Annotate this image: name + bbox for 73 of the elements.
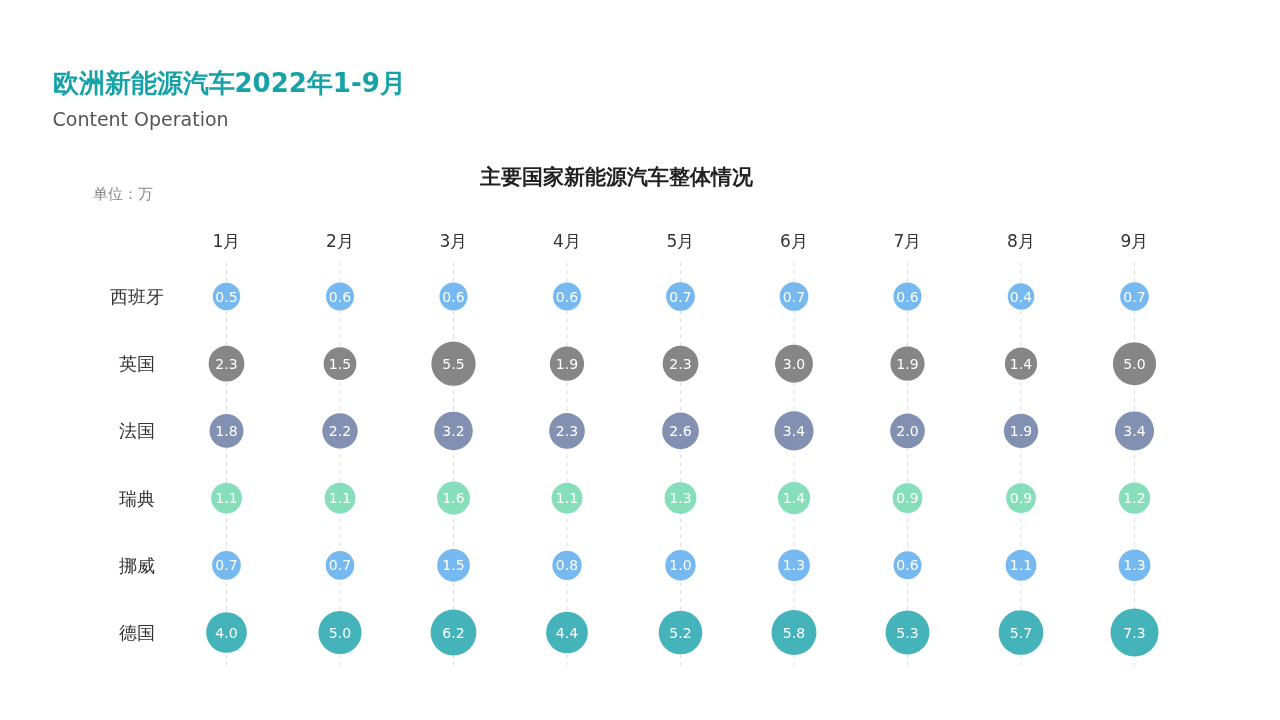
data-label: 0.9 bbox=[1009, 490, 1033, 507]
data-label: 0.6 bbox=[328, 288, 352, 305]
data-label: 3.2 bbox=[442, 422, 465, 439]
data-label: 6.2 bbox=[442, 624, 465, 641]
x-tick-label: 5月 bbox=[666, 230, 695, 251]
data-label: 2.2 bbox=[328, 422, 352, 439]
data-label: 5.0 bbox=[328, 624, 352, 641]
chart-title: 欧洲新能源汽车2022年1-9月 bbox=[52, 67, 406, 98]
x-tick-label: 4月 bbox=[553, 230, 581, 251]
data-label: 1.3 bbox=[782, 557, 806, 574]
data-label: 1.0 bbox=[669, 557, 692, 574]
data-label: 7.3 bbox=[1123, 624, 1146, 641]
x-tick-label: 6月 bbox=[780, 230, 808, 251]
data-label: 2.0 bbox=[896, 422, 919, 439]
x-tick-label: 2月 bbox=[326, 230, 354, 251]
text: 单位：万 bbox=[92, 184, 153, 203]
y-tick-label: 瑞典 bbox=[118, 487, 155, 509]
y-tick-label: 西班牙 bbox=[109, 286, 164, 307]
data-label: 1.9 bbox=[555, 355, 579, 372]
data-label: 4.4 bbox=[555, 624, 579, 641]
data-label: 0.6 bbox=[896, 288, 919, 305]
data-label: 3.0 bbox=[782, 355, 806, 372]
data-label: 1.9 bbox=[1009, 422, 1033, 439]
data-label: 3.4 bbox=[782, 422, 806, 439]
data-label: 1.5 bbox=[328, 355, 352, 372]
data-label: 0.7 bbox=[215, 557, 238, 574]
x-tick-label: 8月 bbox=[1007, 230, 1035, 251]
x-tick-label: 3月 bbox=[439, 230, 468, 251]
data-label: 1.9 bbox=[896, 355, 919, 372]
data-label: 1.1 bbox=[215, 490, 238, 507]
x-tick-label: 7月 bbox=[893, 230, 922, 251]
data-label: 1.1 bbox=[328, 490, 352, 507]
data-label: 1.3 bbox=[1123, 557, 1146, 574]
x-tick-label: 1月 bbox=[212, 230, 241, 251]
data-label: 0.6 bbox=[896, 557, 919, 574]
text: 主要国家新能源汽车整体情况 bbox=[479, 164, 754, 189]
y-tick-label: 挪威 bbox=[118, 554, 155, 576]
y-tick-label: 法国 bbox=[118, 420, 155, 442]
data-label: 1.2 bbox=[1123, 490, 1146, 507]
y-tick-label: 德国 bbox=[118, 622, 155, 643]
data-label: 0.6 bbox=[555, 288, 579, 305]
data-label: 0.4 bbox=[1009, 288, 1033, 305]
data-label: 0.7 bbox=[328, 557, 352, 574]
data-label: 0.8 bbox=[555, 557, 579, 574]
data-label: 2.3 bbox=[215, 355, 238, 372]
data-label: 5.3 bbox=[896, 624, 919, 641]
data-label: 5.5 bbox=[442, 355, 465, 372]
data-label: 0.5 bbox=[215, 288, 238, 305]
data-label: 5.0 bbox=[1123, 355, 1146, 372]
data-label: 2.6 bbox=[669, 422, 692, 439]
data-label: 1.4 bbox=[782, 490, 806, 507]
data-label: 2.3 bbox=[669, 355, 692, 372]
data-label: 0.7 bbox=[782, 288, 806, 305]
data-label: 1.5 bbox=[442, 557, 465, 574]
data-label: 0.7 bbox=[669, 288, 692, 305]
data-label: 5.7 bbox=[1009, 624, 1033, 641]
data-label: 4.0 bbox=[215, 624, 238, 641]
data-label: 2.3 bbox=[555, 422, 579, 439]
data-label: 3.4 bbox=[1123, 422, 1146, 439]
data-label: 1.8 bbox=[215, 422, 238, 439]
data-label: 0.6 bbox=[442, 288, 465, 305]
x-tick-label: 9月 bbox=[1120, 230, 1149, 251]
chart-subtitle: Content Operation bbox=[52, 107, 229, 130]
y-tick-label: 英国 bbox=[118, 353, 155, 375]
data-label: 0.9 bbox=[896, 490, 919, 507]
data-label: 1.1 bbox=[555, 490, 579, 507]
data-label: 5.2 bbox=[669, 624, 692, 641]
data-label: 0.7 bbox=[1123, 288, 1146, 305]
data-label: 1.1 bbox=[1009, 557, 1033, 574]
data-label: 1.6 bbox=[442, 490, 465, 507]
data-label: 1.3 bbox=[669, 490, 692, 507]
data-label: 5.8 bbox=[782, 624, 806, 641]
data-label: 1.4 bbox=[1009, 355, 1033, 372]
